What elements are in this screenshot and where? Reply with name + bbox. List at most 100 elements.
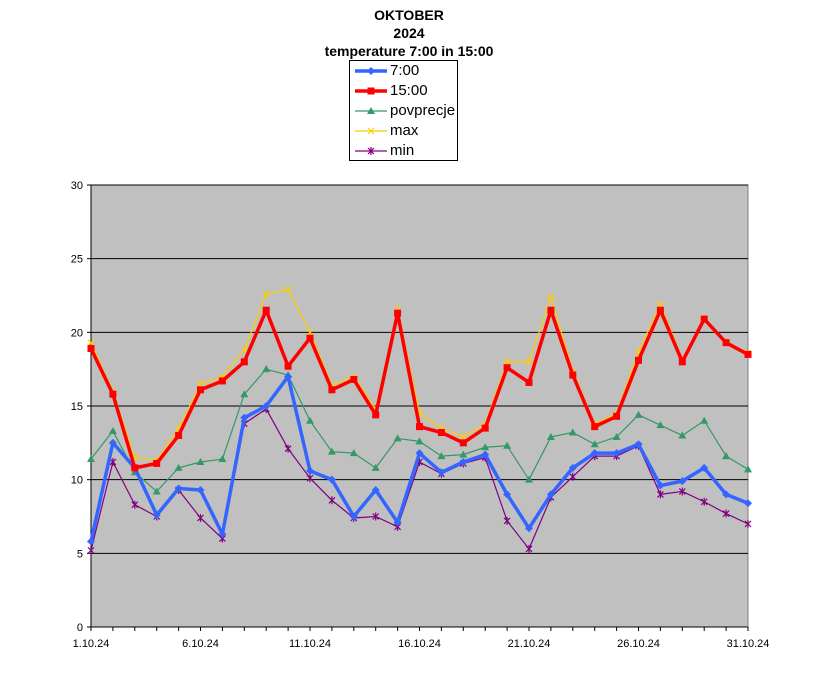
point-min-27.10.24	[656, 490, 664, 499]
point-min-2.10.24	[109, 457, 117, 466]
chart-title-line-2: 2024	[393, 25, 425, 41]
chart-title-line-1: OKTOBER	[374, 7, 444, 23]
legend-label-3: max	[390, 122, 419, 139]
y-tick-label-15: 15	[71, 401, 83, 413]
point-min-31.10.24	[744, 519, 752, 528]
legend-label-0: 7:00	[390, 62, 420, 79]
point-povprecje-18.10.24	[459, 450, 468, 458]
point-15:00-26.10.24	[635, 356, 642, 364]
point-7:00-21.10.24	[525, 524, 533, 533]
point-15:00-12.10.24	[328, 386, 336, 394]
point-max-18.10.24	[459, 433, 467, 441]
legend-item-3: max	[350, 121, 457, 141]
series-7:00	[87, 372, 752, 546]
point-7:00-26.10.24	[634, 440, 643, 449]
point-7:00-9.10.24	[262, 402, 271, 410]
point-min-3.10.24	[131, 500, 139, 509]
point-7:00-8.10.24	[240, 413, 249, 422]
point-povprecje-27.10.24	[656, 421, 665, 429]
point-15:00-14.10.24	[372, 411, 380, 419]
legend-item-2: povprecje	[350, 101, 457, 121]
point-min-1.10.24	[87, 546, 95, 555]
point-7:00-12.10.24	[327, 475, 336, 484]
x-tick-label-26.10.24: 26.10.24	[617, 638, 660, 650]
point-max-27.10.24	[656, 300, 664, 308]
x-tick-label-16.10.24: 16.10.24	[398, 638, 441, 650]
point-povprecje-15.10.24	[393, 434, 402, 442]
y-tick-label-25: 25	[71, 254, 83, 266]
point-7:00-28.10.24	[678, 477, 687, 486]
point-7:00-5.10.24	[174, 484, 183, 493]
legend-marker-povprecje	[367, 107, 375, 114]
point-povprecje-24.10.24	[590, 440, 599, 448]
point-15:00-9.10.24	[262, 306, 270, 314]
x-tick-label-21.10.24: 21.10.24	[508, 638, 551, 650]
point-15:00-15.10.24	[394, 309, 402, 317]
point-povprecje-8.10.24	[240, 390, 249, 398]
point-povprecje-5.10.24	[174, 463, 183, 471]
series-15:00	[87, 306, 752, 472]
point-15:00-2.10.24	[109, 390, 117, 398]
point-povprecje-11.10.24	[306, 416, 314, 424]
point-max-6.10.24	[197, 380, 204, 388]
point-max-11.10.24	[306, 328, 314, 336]
point-povprecje-28.10.24	[678, 431, 687, 439]
point-max-9.10.24	[262, 290, 270, 298]
legend-marker-min	[367, 147, 375, 155]
point-15:00-8.10.24	[240, 358, 248, 366]
legend-swatch-1	[355, 87, 387, 95]
point-povprecje-31.10.24	[744, 465, 752, 473]
legend-swatch-4	[355, 147, 387, 155]
point-povprecje-23.10.24	[568, 428, 577, 436]
x-tick-label-31.10.24: 31.10.24	[727, 638, 770, 650]
point-7:00-15.10.24	[393, 518, 402, 527]
point-povprecje-19.10.24	[481, 443, 490, 451]
point-15:00-21.10.24	[525, 378, 533, 386]
legend-item-4: min	[350, 141, 457, 161]
point-15:00-10.10.24	[284, 362, 292, 370]
point-15:00-19.10.24	[481, 424, 489, 432]
series-povprecje	[87, 365, 752, 495]
point-povprecje-13.10.24	[349, 449, 358, 457]
point-min-12.10.24	[328, 496, 336, 505]
chart-legend: 7:00 15:00 povprecje max min	[349, 60, 458, 161]
legend-label-4: min	[390, 142, 415, 159]
point-min-10.10.24	[284, 444, 292, 453]
point-7:00-2.10.24	[108, 438, 117, 447]
point-povprecje-17.10.24	[437, 452, 446, 460]
point-povprecje-16.10.24	[415, 437, 424, 445]
point-min-20.10.24	[503, 516, 511, 525]
point-7:00-22.10.24	[546, 490, 555, 499]
point-min-28.10.24	[678, 487, 686, 496]
y-tick-label-10: 10	[71, 475, 83, 487]
point-7:00-4.10.24	[152, 511, 161, 520]
point-povprecje-2.10.24	[108, 427, 117, 435]
point-7:00-14.10.24	[371, 485, 380, 494]
point-povprecje-14.10.24	[371, 463, 380, 471]
legend-swatch-3	[355, 127, 387, 135]
point-povprecje-12.10.24	[327, 447, 336, 455]
point-15:00-18.10.24	[459, 439, 467, 447]
x-tick-label-11.10.24: 11.10.24	[289, 638, 331, 650]
point-min-11.10.24	[306, 474, 314, 483]
point-7:00-7.10.24	[218, 530, 227, 539]
point-15:00-22.10.24	[547, 306, 555, 314]
point-povprecje-6.10.24	[196, 457, 205, 465]
y-tick-label-5: 5	[77, 548, 83, 560]
point-15:00-27.10.24	[656, 306, 664, 314]
point-7:00-29.10.24	[700, 463, 709, 472]
point-7:00-16.10.24	[415, 449, 424, 458]
point-min-30.10.24	[722, 509, 730, 518]
point-povprecje-4.10.24	[152, 487, 161, 495]
point-7:00-10.10.24	[284, 372, 293, 381]
point-max-8.10.24	[240, 346, 248, 354]
point-15:00-25.10.24	[613, 412, 621, 420]
point-max-22.10.24	[547, 293, 555, 301]
point-max-21.10.24	[525, 358, 533, 366]
point-povprecje-22.10.24	[546, 432, 555, 440]
point-15:00-31.10.24	[744, 350, 752, 358]
legend-marker-15:00	[367, 87, 375, 95]
point-max-10.10.24	[284, 286, 292, 294]
point-povprecje-21.10.24	[525, 475, 533, 483]
